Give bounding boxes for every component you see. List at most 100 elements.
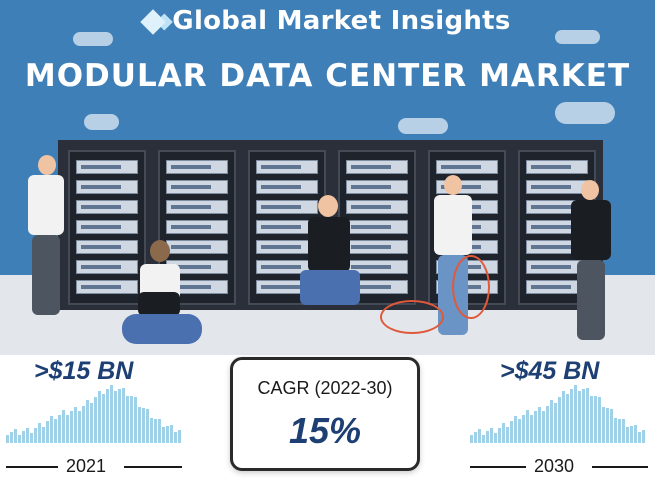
server-unit: [166, 220, 228, 234]
decorative-bar: [130, 396, 133, 443]
decorative-bar: [150, 418, 153, 443]
divider-line: [470, 466, 526, 468]
page-title: MODULAR DATA CENTER MARKET: [24, 58, 631, 94]
decorative-bar: [158, 418, 161, 443]
decorative-bar: [502, 423, 505, 443]
decorative-bar: [506, 426, 509, 443]
decorative-bar: [582, 388, 585, 443]
decorative-bar: [142, 407, 145, 443]
decorative-bar: [642, 429, 645, 443]
server-unit: [526, 260, 588, 274]
decorative-bar: [542, 411, 545, 443]
decorative-bar: [494, 432, 497, 443]
decorative-bar: [598, 397, 601, 443]
decorative-bar: [638, 431, 641, 443]
cable-coil: [380, 300, 444, 334]
cagr-value: 15%: [288, 410, 362, 451]
server-rack: [68, 150, 146, 305]
cagr-card: CAGR (2022-30) 15%: [230, 357, 420, 471]
decorative-bar: [146, 408, 149, 443]
decorative-bar: [110, 385, 113, 443]
decorative-bars-left: [6, 383, 186, 443]
decorative-bar: [514, 415, 517, 443]
server-unit: [346, 200, 408, 214]
decorative-bar: [614, 418, 617, 443]
server-unit: [526, 180, 588, 194]
decorative-bar: [138, 406, 141, 443]
market-value-2021: >$15 BN: [34, 357, 134, 385]
decorative-bar: [22, 431, 25, 443]
person-sitting: [122, 240, 202, 350]
decorative-bar: [602, 406, 605, 443]
decorative-bar: [118, 388, 121, 443]
decorative-bar: [590, 396, 593, 443]
decorative-bar: [478, 428, 481, 443]
server-unit: [436, 160, 498, 174]
decorative-bar: [50, 415, 53, 443]
server-unit: [256, 200, 318, 214]
decorative-bar: [34, 428, 37, 443]
decorative-bar: [594, 396, 597, 443]
decorative-bar: [102, 394, 105, 443]
decorative-bar: [122, 387, 125, 443]
decorative-bar: [626, 426, 629, 443]
year-2021: 2021: [66, 456, 107, 476]
decorative-bar: [534, 411, 537, 443]
decorative-bar: [154, 418, 157, 443]
decorative-bar: [18, 434, 21, 443]
server-unit: [346, 280, 408, 294]
decorative-bar: [162, 426, 165, 443]
decorative-bar: [518, 419, 521, 443]
decorative-bar: [14, 428, 17, 443]
divider-line: [6, 466, 58, 468]
decorative-bar: [26, 427, 29, 443]
cloud-icon: [84, 114, 119, 130]
server-unit: [256, 160, 318, 174]
decorative-bar: [554, 403, 557, 443]
decorative-bar: [38, 423, 41, 443]
person-standing-left: [22, 155, 72, 320]
decorative-bar: [538, 407, 541, 443]
decorative-bar: [522, 414, 525, 443]
divider-line: [124, 466, 182, 468]
brand-logo: Global Market Insights: [0, 6, 655, 36]
decorative-bar: [62, 410, 65, 443]
cloud-icon: [398, 118, 448, 134]
server-unit: [346, 220, 408, 234]
decorative-bar: [622, 418, 625, 443]
decorative-bar: [46, 421, 49, 443]
decorative-bar: [482, 434, 485, 443]
person-kneeling: [290, 195, 370, 325]
cagr-label: CAGR (2022-30): [257, 378, 393, 398]
decorative-bar: [526, 410, 529, 443]
decorative-bar: [78, 411, 81, 443]
cloud-icon: [73, 32, 113, 46]
decorative-bar: [498, 428, 501, 443]
market-value-2030: >$45 BN: [500, 357, 600, 385]
decorative-bar: [42, 426, 45, 443]
decorative-bar: [170, 424, 173, 443]
decorative-bar: [126, 396, 129, 443]
decorative-bar: [66, 415, 69, 443]
decorative-bar: [54, 419, 57, 443]
cable-coil: [452, 255, 490, 319]
server-unit: [166, 180, 228, 194]
decorative-bar: [630, 425, 633, 443]
server-unit: [76, 280, 138, 294]
decorative-bar: [178, 429, 181, 443]
decorative-bar: [490, 427, 493, 443]
server-unit: [256, 180, 318, 194]
server-unit: [76, 180, 138, 194]
year-2030: 2030: [534, 456, 575, 476]
decorative-bar: [70, 411, 73, 443]
server-unit: [166, 160, 228, 174]
cloud-icon: [555, 102, 615, 124]
decorative-bar: [530, 415, 533, 443]
decorative-bar: [134, 397, 137, 443]
decorative-bar: [90, 403, 93, 443]
decorative-bar: [618, 418, 621, 443]
decorative-bar: [566, 394, 569, 443]
server-unit: [76, 160, 138, 174]
server-unit: [76, 260, 138, 274]
